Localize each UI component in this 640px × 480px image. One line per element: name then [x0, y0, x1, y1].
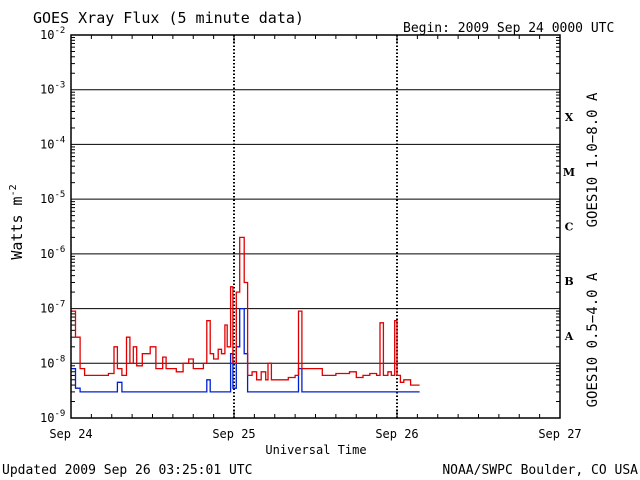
y-tick-label: 10-7 — [40, 300, 65, 316]
x-tick-label: Sep 25 — [212, 427, 255, 441]
y-tick-label: 10-8 — [40, 354, 65, 370]
series-layer — [71, 236, 420, 393]
y-tick-base: 10 — [40, 137, 54, 151]
y-tick-label: 10-9 — [40, 409, 65, 425]
updated-timestamp: Updated 2009 Sep 26 03:25:01 UTC — [2, 463, 252, 478]
y-tick-exponent: -7 — [54, 300, 65, 310]
y-tick-label: 10-2 — [40, 26, 65, 42]
y-tick-exponent: -4 — [54, 135, 65, 145]
y-tick-exponent: -9 — [54, 409, 65, 419]
flare-class-X: X — [565, 111, 574, 124]
y-tick-exponent: -3 — [54, 81, 65, 91]
y-tick-label: 10-4 — [40, 135, 65, 151]
flare-class-labels: A B C M X — [563, 111, 575, 343]
flare-class-A: A — [564, 330, 574, 343]
y-tick-base: 10 — [40, 356, 54, 370]
x-tick-label: Sep 26 — [375, 427, 418, 441]
series-line-long — [71, 236, 420, 386]
legend-short-channel: GOES10 0.5−4.0 A — [585, 272, 601, 407]
y-axis-label: Watts m-2 — [8, 184, 26, 259]
y-tick-labels: 10-910-810-710-610-510-410-310-2 — [40, 26, 65, 425]
y-tick-exponent: -6 — [54, 245, 65, 255]
series-line-short — [71, 307, 420, 393]
begin-date: Begin: 2009 Sep 24 0000 UTC — [403, 21, 614, 36]
plot-frame — [70, 34, 561, 419]
flare-class-C: C — [565, 221, 574, 234]
y-tick-label: 10-5 — [40, 190, 65, 206]
chart-title: GOES Xray Flux (5 minute data) — [33, 9, 304, 27]
grid — [70, 35, 561, 418]
y-tick-base: 10 — [40, 28, 54, 42]
source-credit: NOAA/SWPC Boulder, CO USA — [442, 463, 638, 478]
y-tick-label: 10-6 — [40, 245, 65, 261]
y-tick-base: 10 — [40, 302, 54, 316]
x-tick-label: Sep 24 — [49, 427, 92, 441]
x-axis-label: Universal Time — [265, 443, 366, 457]
y-tick-base: 10 — [40, 247, 54, 261]
y-axis-label-exponent: -2 — [8, 184, 19, 196]
y-axis-label-text: Watts m — [8, 196, 26, 259]
legend-long-channel: GOES10 1.0−8.0 A — [585, 92, 601, 227]
flare-class-M: M — [563, 166, 575, 179]
y-tick-exponent: -5 — [54, 190, 65, 200]
y-tick-exponent: -2 — [54, 26, 65, 36]
y-tick-base: 10 — [40, 192, 54, 206]
y-tick-label: 10-3 — [40, 81, 65, 97]
x-tick-label: Sep 27 — [538, 427, 581, 441]
y-tick-base: 10 — [40, 411, 54, 425]
x-tick-labels: Sep 24 Sep 25 Sep 26 Sep 27 — [49, 427, 581, 441]
y-tick-exponent: -8 — [54, 354, 65, 364]
y-tick-base: 10 — [40, 83, 54, 97]
flare-class-B: B — [564, 275, 573, 288]
